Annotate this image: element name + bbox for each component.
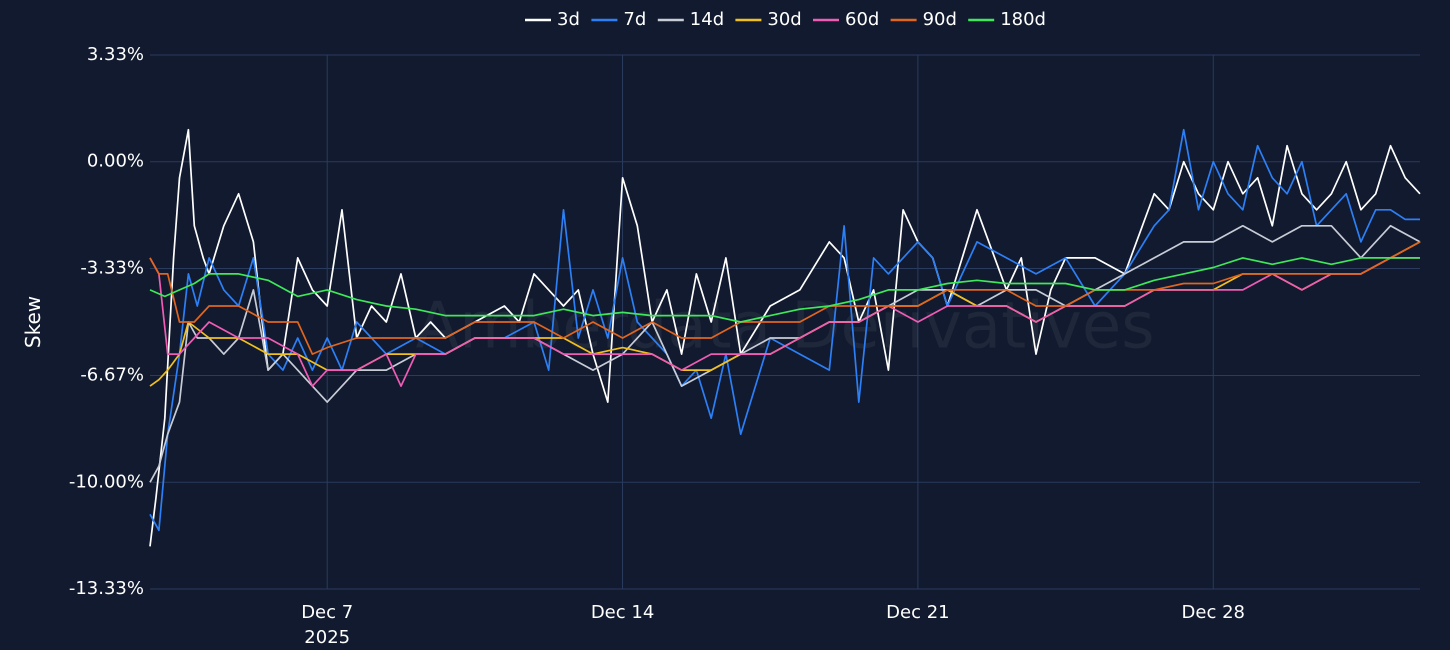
series-line-90d	[149, 241, 1421, 355]
x-tick-label: Dec 28	[1182, 602, 1245, 623]
y-tick-label: 3.33%	[87, 44, 144, 65]
legend-item-180d[interactable]: 180d	[968, 9, 1046, 30]
legend-item-14d[interactable]: 14d	[657, 9, 724, 30]
legend-item-60d[interactable]: 60d	[813, 9, 879, 30]
y-axis: 3.33% 0.00% -3.33% -6.67% -10.00% -13.33%	[69, 44, 144, 599]
x-tick-label: Dec 14	[591, 602, 654, 623]
legend-item-30d[interactable]: 30d	[735, 9, 802, 30]
series-line-14d	[149, 224, 1421, 483]
y-axis-title: Skew	[21, 296, 45, 348]
legend[interactable]: 3d 7d 14d 30d 60d 90d 180d	[525, 9, 1046, 30]
y-tick-label: -13.33%	[69, 578, 144, 599]
x-tick-label: Dec 7	[301, 602, 353, 623]
legend-label: 60d	[845, 9, 879, 30]
y-tick-label: -3.33%	[80, 257, 144, 278]
grid	[150, 54, 1420, 590]
x-axis: Dec 7 2025 Dec 14 Dec 21 Dec 28	[301, 602, 1245, 648]
legend-item-7d[interactable]: 7d	[591, 9, 646, 30]
y-tick-label: 0.00%	[87, 151, 144, 172]
legend-item-3d[interactable]: 3d	[525, 9, 580, 30]
x-tick-label: Dec 21	[886, 602, 949, 623]
y-tick-label: -6.67%	[80, 365, 144, 386]
series-layer	[149, 128, 1421, 547]
legend-label: 180d	[1000, 9, 1046, 30]
legend-label: 30d	[767, 9, 801, 30]
legend-label: 90d	[923, 9, 957, 30]
series-line-60d	[149, 257, 1420, 387]
x-tick-sublabel: 2025	[304, 627, 350, 648]
legend-label: 7d	[623, 9, 646, 30]
legend-item-90d[interactable]: 90d	[890, 9, 957, 30]
series-line-180d	[149, 257, 1420, 323]
legend-label: 3d	[557, 9, 580, 30]
y-tick-label: -10.00%	[69, 471, 144, 492]
legend-label: 14d	[690, 9, 724, 30]
